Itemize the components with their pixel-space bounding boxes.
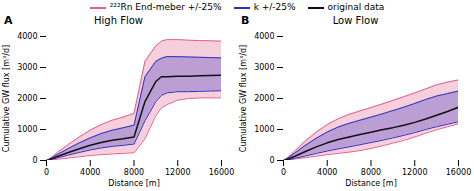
svg-text:0: 0: [44, 168, 49, 177]
svg-text:16000: 16000: [209, 168, 234, 177]
svg-text:3000: 3000: [254, 63, 274, 72]
html-text:High Flow: High Flow: [94, 15, 143, 26]
html-text:Low Flow: Low Flow: [332, 15, 379, 26]
html-text:B: B: [241, 14, 250, 27]
svg-text:4000: 4000: [317, 168, 337, 177]
svg-text:8000: 8000: [361, 168, 381, 177]
svg-text:0: 0: [269, 156, 274, 165]
svg-text:2000: 2000: [254, 94, 274, 103]
html-text:k +/-25%: k +/-25%: [253, 2, 296, 12]
html-text:²²²Rn End-meber +/-25%: ²²²Rn End-meber +/-25%: [109, 2, 222, 12]
svg-text:0: 0: [281, 168, 286, 177]
svg-text:1000: 1000: [254, 125, 274, 134]
svg-text:12000: 12000: [165, 168, 190, 177]
svg-text:Cumulative GW flux [m³/d]: Cumulative GW flux [m³/d]: [2, 45, 11, 152]
svg-text:4000: 4000: [17, 32, 37, 41]
svg-text:Distance [m]: Distance [m]: [345, 179, 397, 188]
svg-text:3000: 3000: [17, 63, 37, 72]
svg-text:4000: 4000: [254, 32, 274, 41]
svg-text:2000: 2000: [17, 94, 37, 103]
svg-text:12000: 12000: [402, 168, 427, 177]
html-text:original data: original data: [327, 2, 385, 12]
svg-text:Cumulative GW flux [m³/d]: Cumulative GW flux [m³/d]: [239, 45, 248, 152]
svg-text:16000: 16000: [446, 168, 471, 177]
svg-text:1000: 1000: [17, 125, 37, 134]
svg-text:4000: 4000: [80, 168, 100, 177]
svg-text:Distance [m]: Distance [m]: [108, 179, 160, 188]
html-text:A: A: [4, 14, 13, 27]
svg-text:0: 0: [32, 156, 37, 165]
svg-text:8000: 8000: [124, 168, 144, 177]
